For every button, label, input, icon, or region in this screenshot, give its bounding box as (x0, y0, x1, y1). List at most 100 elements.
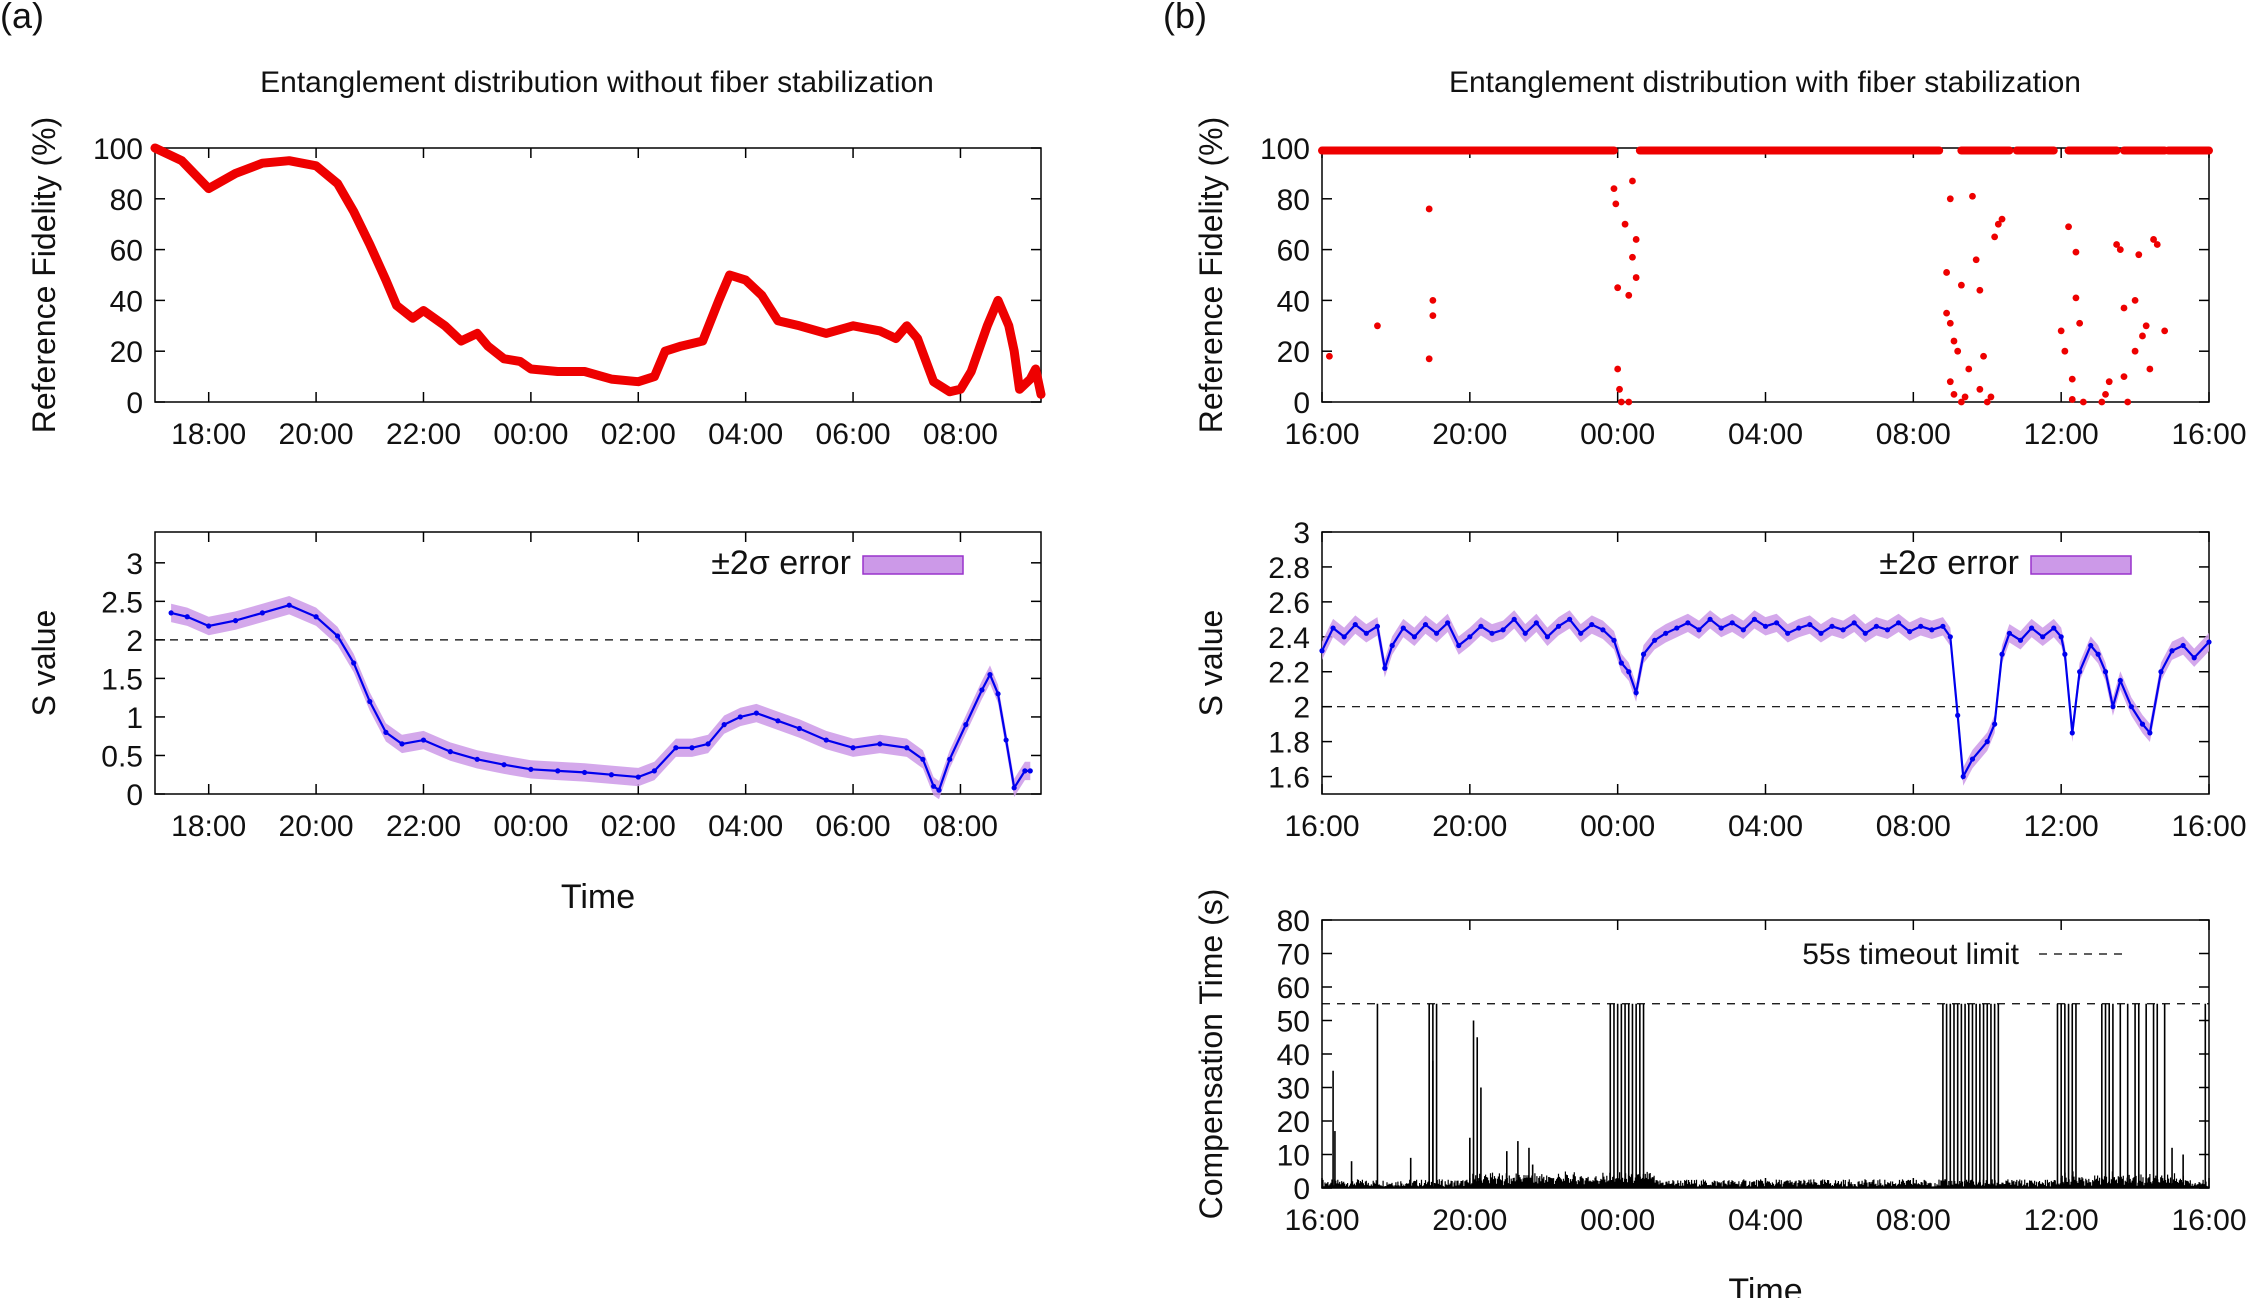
data-point (1422, 621, 1429, 628)
data-point (2077, 669, 2083, 675)
data-point (1685, 620, 1691, 626)
data-point (1363, 630, 1369, 636)
data-point (2117, 677, 2123, 684)
error-band (171, 596, 1031, 800)
data-point (1946, 319, 1954, 327)
data-point (1633, 690, 1639, 696)
data-point (1851, 620, 1857, 626)
x-axis-label: Time (561, 878, 635, 916)
data-point (608, 772, 615, 778)
data-point (2169, 648, 2175, 654)
data-point (1411, 634, 1417, 640)
data-point (1762, 623, 1769, 629)
data-point (184, 614, 190, 620)
data-point (2076, 319, 2084, 327)
data-point (877, 741, 883, 747)
data-point (1616, 385, 1623, 393)
data-point (286, 602, 292, 608)
data-point (2057, 327, 2065, 335)
data-point (2095, 651, 2101, 657)
data-point (1027, 768, 1033, 774)
y-tick-label: 60 (1277, 235, 1310, 268)
data-point (2120, 373, 2128, 380)
x-tick-label: 12:00 (2024, 810, 2099, 843)
y-tick-label: 40 (110, 285, 143, 318)
data-point (920, 756, 926, 762)
data-point (987, 671, 993, 678)
data-point (1478, 623, 1484, 629)
data-point (673, 745, 679, 751)
data-point (1994, 220, 2002, 228)
data-point (2072, 294, 2080, 302)
data-point (2068, 375, 2076, 383)
data-point (2147, 730, 2153, 736)
y-tick-label: 10 (1277, 1140, 1310, 1173)
y-tick-label: 60 (1277, 972, 1310, 1005)
data-point (259, 610, 265, 616)
data-point (1987, 393, 1995, 401)
x-tick-label: 02:00 (601, 418, 676, 451)
data-point (420, 737, 427, 743)
data-point (1773, 620, 1780, 626)
y-tick-label: 2.4 (1268, 622, 1310, 655)
data-point (2098, 398, 2106, 406)
x-tick-label: 08:00 (923, 810, 998, 843)
x-tick-label: 16:00 (2171, 1204, 2246, 1237)
x-tick-label: 22:00 (386, 418, 461, 451)
data-point (528, 766, 534, 772)
chart-a-s-value: 0 0.5 1 1.5 2 2.5 3 18:00 20:00 22:00 00:00 02:00 04… (26, 531, 1042, 916)
data-point (1992, 721, 1998, 727)
y-tick-label: 2.5 (101, 586, 143, 619)
data-point (2124, 398, 2132, 406)
data-point (1729, 620, 1735, 626)
data-point (705, 741, 711, 747)
y-tick-label: 2 (126, 625, 143, 658)
x-tick-label: 00:00 (493, 810, 568, 843)
data-point (635, 774, 641, 780)
x-tick-label: 20:00 (1432, 1204, 1507, 1237)
y-axis-label: S value (26, 610, 62, 717)
data-point (1433, 630, 1440, 636)
y-tick-label: 20 (110, 336, 143, 369)
data-point (2206, 639, 2212, 645)
x-tick-label: 08:00 (923, 418, 998, 451)
data-point (931, 783, 937, 789)
data-point (823, 737, 829, 743)
data-point (2180, 642, 2186, 649)
data-point (1629, 177, 1636, 185)
data-point (963, 722, 969, 728)
data-point (1425, 205, 1433, 213)
legend-label: ±2σ error (1879, 544, 2019, 582)
data-point (1954, 347, 1962, 355)
data-point (1600, 627, 1606, 633)
data-point (2153, 241, 2161, 248)
data-point (979, 687, 985, 693)
y-tick-label: 0 (126, 387, 143, 420)
x-tick-label: 16:00 (1284, 1204, 1359, 1237)
data-point (1957, 398, 1965, 406)
data-point (1003, 737, 1009, 743)
data-point (2110, 704, 2116, 710)
x-tick-label: 04:00 (708, 418, 783, 451)
data-point (383, 729, 389, 735)
y-tick-label: 50 (1277, 1006, 1310, 1039)
data-point (1618, 660, 1624, 666)
plot-frame (154, 147, 1042, 403)
panel-label-a: (a) (0, 0, 44, 36)
x-tick-label: 00:00 (493, 418, 568, 451)
x-tick-label: 20:00 (1432, 418, 1507, 451)
chart-b-reference-fidelity: 0 20 40 60 80 100 16:00 20:00 00:00 04:00 08:00 12:… (1193, 117, 2247, 451)
data-point (1621, 220, 1629, 228)
data-point (1533, 620, 1539, 626)
data-point (2131, 297, 2139, 304)
data-point (399, 741, 405, 747)
x-tick-label: 20:00 (279, 418, 354, 451)
y-tick-label: 30 (1277, 1073, 1310, 1106)
y-axis-label: Reference Fidelity (%) (26, 117, 62, 434)
data-point (2146, 365, 2154, 373)
data-point (581, 769, 588, 776)
data-point (2072, 248, 2080, 256)
data-point (2135, 251, 2143, 259)
data-point (775, 718, 781, 724)
data-point (1943, 309, 1950, 317)
